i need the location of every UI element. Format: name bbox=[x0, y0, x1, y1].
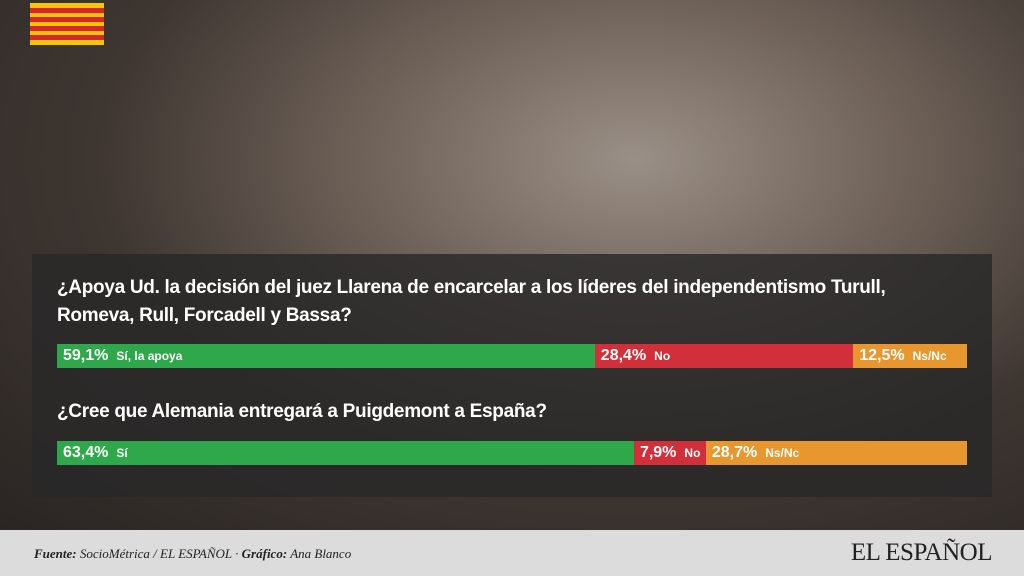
separator: · bbox=[235, 546, 239, 561]
question-title: ¿Cree que Alemania entregará a Puigdemon… bbox=[57, 401, 547, 422]
bar-segment: 28,4% No bbox=[594, 344, 854, 368]
segment-name: Sí, la apoya bbox=[116, 349, 183, 363]
segment-name: Ns/Nc bbox=[765, 446, 800, 460]
source: SocioMétrica / EL ESPAÑOL bbox=[79, 546, 232, 561]
bar-segment: 63,4% Sí bbox=[57, 441, 634, 465]
value-label: 28,7% bbox=[711, 444, 758, 461]
stacked-bar: 59,1% Sí, la apoya 28,4% No 12,5% Ns/Nc bbox=[57, 344, 967, 368]
segment-name: No bbox=[654, 349, 671, 363]
stacked-bar: 63,4% Sí 7,9% No 28,7% Ns/Nc bbox=[57, 441, 967, 465]
footer: Fuente: SocioMétrica / EL ESPAÑOL · Gráf… bbox=[0, 530, 1024, 576]
segment-name: No bbox=[684, 446, 701, 460]
segment-name: Sí bbox=[116, 446, 128, 460]
logo: EL ESPAÑOL bbox=[850, 539, 993, 566]
source-label: Fuente: bbox=[34, 546, 77, 561]
bar-segment: 12,5% Ns/Nc bbox=[853, 344, 967, 368]
question-title: ¿Apoya Ud. la decisión del juez Llarena … bbox=[57, 277, 886, 326]
catalan-flag bbox=[30, 3, 104, 45]
value-label: 7,9% bbox=[639, 444, 677, 461]
credit-label: Gráfico: bbox=[241, 546, 288, 561]
bar-segment: 28,7% Ns/Nc bbox=[705, 441, 967, 465]
bar-segment: 7,9% No bbox=[633, 441, 706, 465]
segment-name: Ns/Nc bbox=[912, 349, 947, 363]
credits: Fuente: SocioMétrica / EL ESPAÑOL · Gráf… bbox=[34, 546, 351, 562]
bar-segment: 59,1% Sí, la apoya bbox=[57, 344, 595, 368]
value-label: 12,5% bbox=[859, 347, 905, 364]
value-label: 28,4% bbox=[600, 347, 647, 364]
value-label: 59,1% bbox=[63, 347, 109, 364]
credit: Ana Blanco bbox=[290, 546, 352, 561]
value-label: 63,4% bbox=[63, 444, 109, 461]
